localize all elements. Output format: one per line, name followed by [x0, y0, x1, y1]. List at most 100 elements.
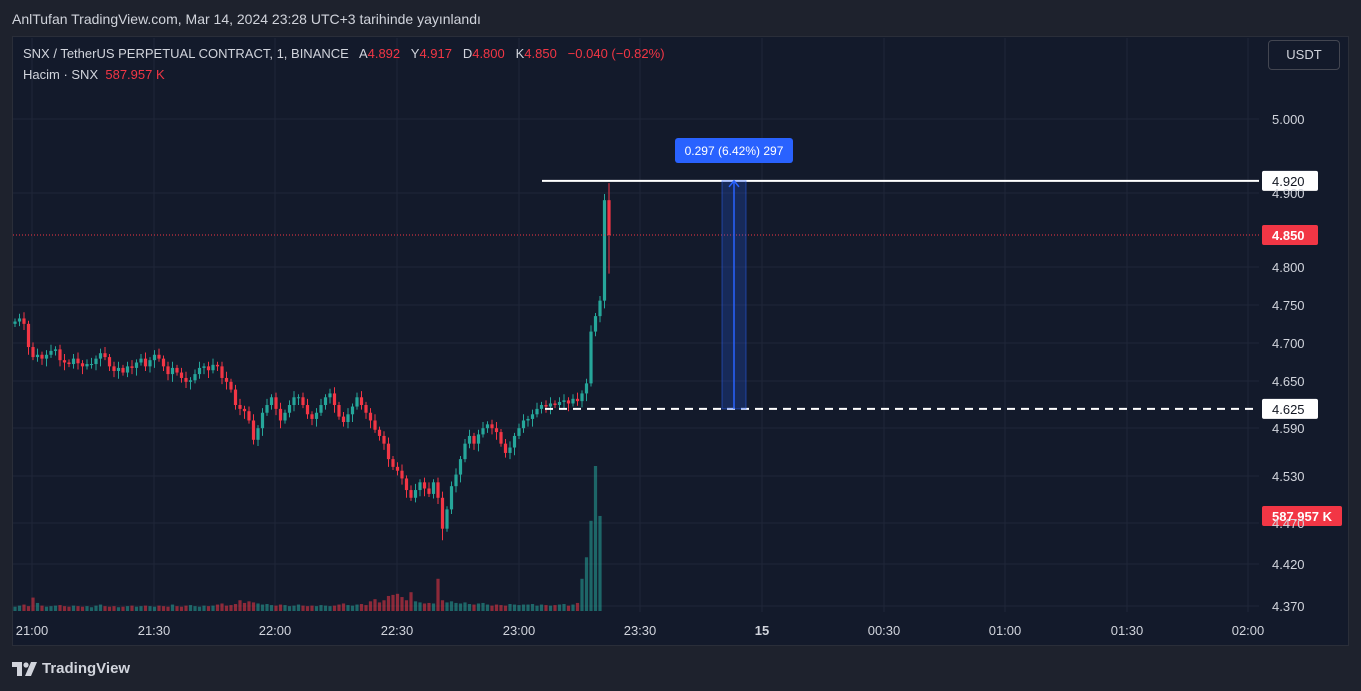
candle-body [175, 367, 179, 373]
volume-bar [103, 606, 107, 611]
candle-body [76, 358, 80, 364]
candle-body [242, 408, 247, 412]
volume-bar [526, 604, 530, 611]
candle-body [256, 428, 260, 440]
candle-body [17, 318, 22, 322]
volume-bar [494, 604, 499, 611]
candle-body [422, 482, 427, 489]
volume-bar [539, 604, 544, 611]
current-price-label: 4.850 [1272, 228, 1305, 243]
candle-body [359, 397, 364, 406]
candle-body [472, 435, 476, 444]
candle-body [35, 354, 40, 358]
candle-body [206, 366, 211, 371]
volume-bar [166, 606, 170, 611]
measure-label: 0.297 (6.42%) 297 [685, 144, 784, 158]
volume-bar [269, 605, 274, 611]
candle-body [224, 377, 229, 382]
candle-body [539, 405, 544, 409]
candle-body [116, 367, 121, 372]
volume-bar [229, 605, 233, 611]
volume-bar [193, 606, 197, 611]
volume-bar [58, 605, 62, 611]
volume-bar [409, 592, 413, 611]
volume-bar [85, 606, 89, 611]
candle-body [373, 420, 377, 430]
volume-bar [512, 604, 517, 611]
candle-body [607, 200, 611, 235]
candle-body [166, 366, 170, 375]
volume-legend: Hacim · SNX 587.957 K [23, 67, 165, 82]
candle-body [49, 350, 53, 355]
candle-body [346, 414, 350, 423]
volume-bar [467, 604, 472, 611]
volume-bar [274, 605, 278, 611]
currency-button[interactable]: USDT [1268, 40, 1340, 70]
volume-bar [206, 606, 211, 611]
candle-body [454, 474, 458, 487]
price-tick: 4.470 [1272, 516, 1305, 531]
volume-bar [377, 602, 382, 611]
volume-bar [440, 600, 445, 611]
candle-body [215, 364, 220, 367]
volume-bar [562, 604, 566, 611]
candle-body [179, 372, 184, 378]
candle-body [512, 435, 517, 448]
volume-bar [400, 597, 404, 611]
price-tick: 4.650 [1272, 374, 1305, 389]
time-tick: 23:00 [503, 623, 536, 638]
candle-body [584, 383, 589, 394]
volume-bar [265, 604, 269, 611]
volume-bar [22, 604, 26, 611]
candle-body [544, 405, 548, 407]
volume-bar [485, 604, 490, 611]
candle-body [431, 482, 436, 494]
volume-bar [134, 606, 139, 611]
volume-bar [98, 604, 103, 611]
candle-body [247, 411, 251, 421]
volume-bar [319, 605, 323, 611]
volume-bar [391, 594, 395, 611]
candle-body [485, 424, 490, 429]
candle-body [278, 408, 283, 421]
price-tick: 4.530 [1272, 469, 1305, 484]
candle-body [494, 428, 499, 433]
high-price-label: 4.920 [1272, 174, 1305, 189]
candle-body [211, 364, 215, 371]
volume-bar [350, 605, 355, 611]
tradingview-logo[interactable]: TradingView [12, 660, 130, 677]
volume-bar [62, 606, 67, 611]
volume-bar [13, 606, 17, 611]
close-label: K [515, 46, 525, 61]
candle-body [575, 398, 580, 402]
candle-body [499, 432, 503, 444]
volume-bar [418, 602, 422, 611]
measure-label-box [675, 138, 793, 163]
price-tick: 4.750 [1272, 298, 1305, 313]
candle-body [143, 358, 148, 367]
tradingview-logo-icon [12, 661, 37, 676]
candle-body [53, 349, 58, 351]
candle-body [40, 354, 44, 359]
volume-bar [521, 604, 526, 611]
candle-body [139, 358, 143, 363]
candle-body [364, 405, 368, 413]
candle-body [305, 405, 310, 415]
volume-bar [395, 593, 400, 611]
candle-body [323, 397, 328, 406]
candle-body [125, 366, 130, 373]
candle-body [521, 420, 526, 429]
candle-body [197, 367, 202, 375]
volume-bar [256, 603, 260, 611]
high-value: 4.917 [419, 46, 452, 61]
volume-bar [422, 603, 427, 611]
candle-body [377, 429, 382, 436]
high-label: Y [410, 46, 420, 61]
high-price-label-box [1262, 170, 1318, 191]
candle-body [157, 354, 161, 359]
volume-bar [67, 606, 71, 611]
volume-bar [71, 605, 76, 611]
candle-body [557, 401, 562, 406]
candle-body [481, 428, 485, 435]
